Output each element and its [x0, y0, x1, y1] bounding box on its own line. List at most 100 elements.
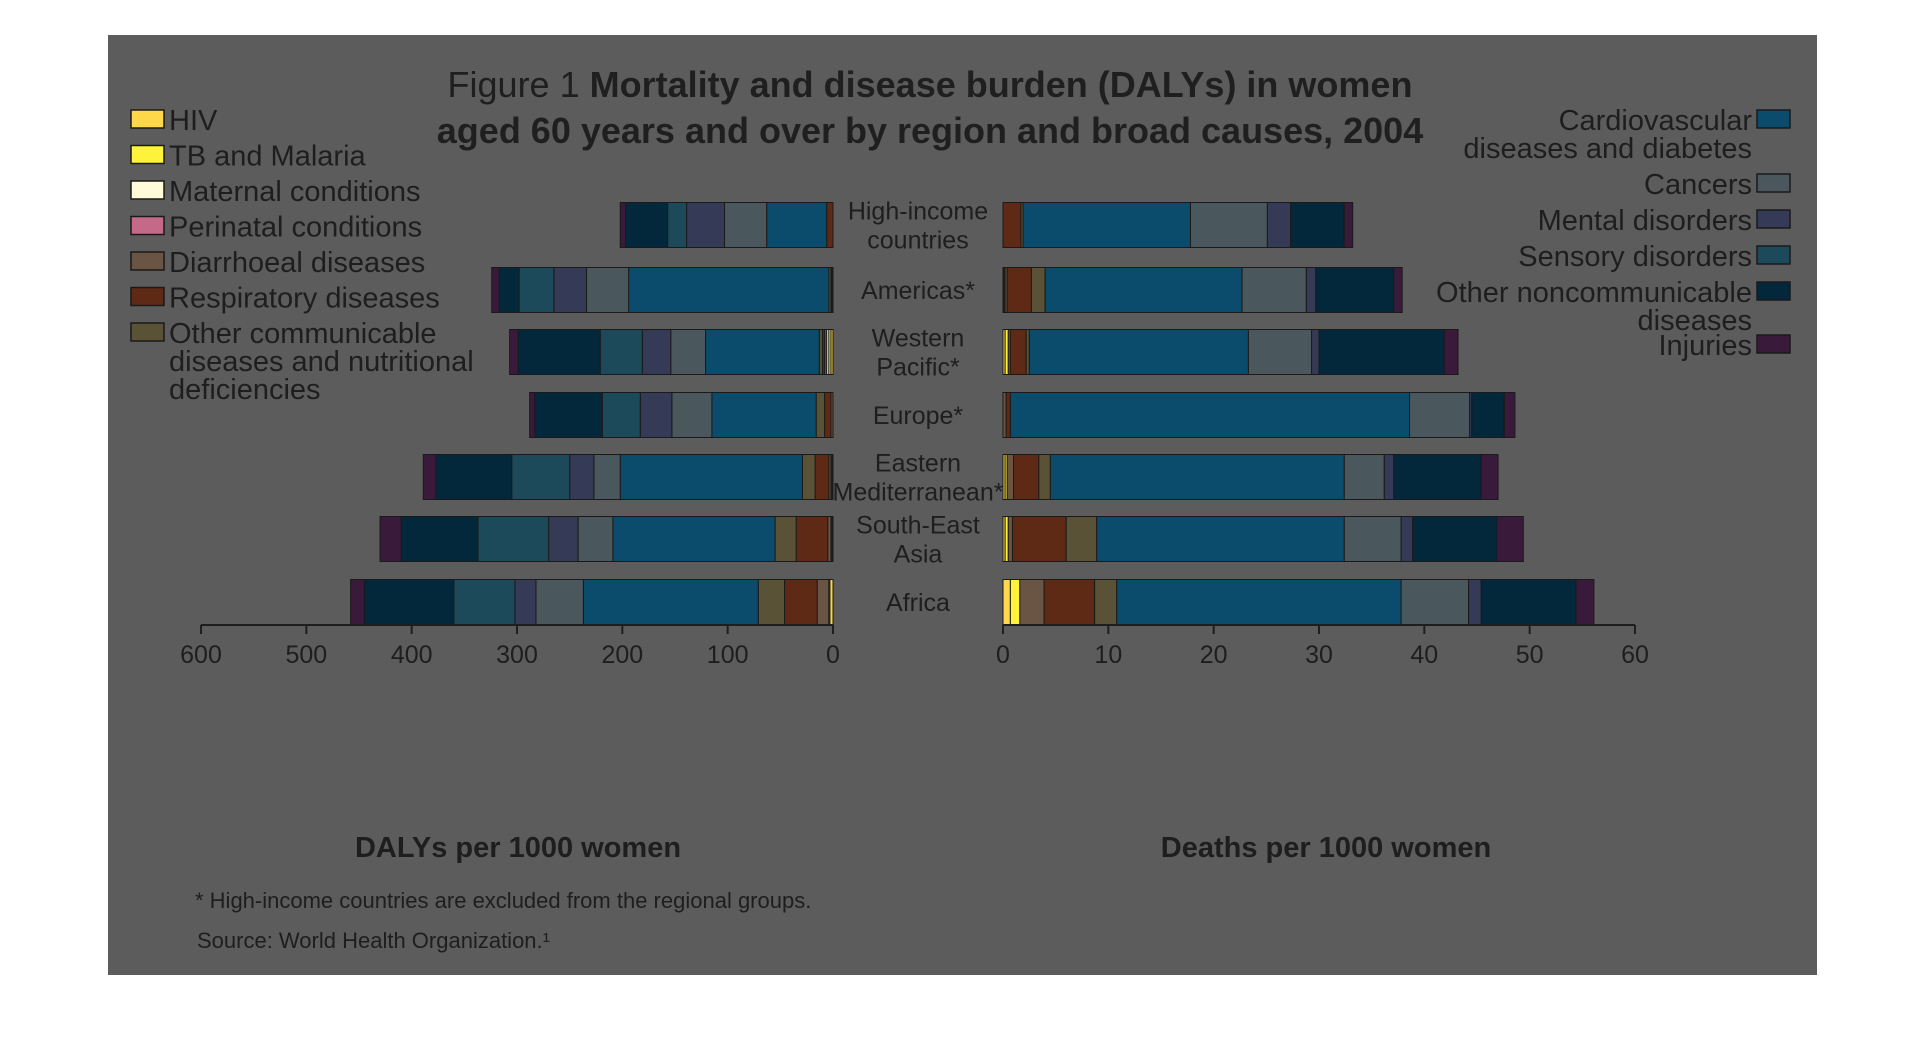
legend-swatch-othercomm [130, 322, 165, 342]
deaths-axis: 0 10 20 30 40 50 60 [996, 624, 1649, 669]
bar-segment-diarrhoeal-diseases [1007, 516, 1013, 562]
dalys-bar-high-income-countries [619, 202, 834, 248]
bar-segment-cancers [1400, 579, 1470, 625]
deaths-bar-south-east-asia [1002, 516, 1524, 562]
bar-segment-injuries [1443, 329, 1459, 375]
region-label-south-east-asia: Asia [894, 541, 943, 569]
deaths-bar-eastern-mediterranean [1002, 454, 1499, 500]
bar-segment-sensory-disorders [477, 516, 550, 562]
legend-label-tb: TB and Malaria [169, 141, 367, 173]
bar-segment-sensory-disorders [518, 267, 555, 313]
legend-label-maternal: Maternal conditions [169, 176, 420, 208]
dalys-tick-label: 200 [601, 641, 643, 669]
bar-segment-injuries [491, 267, 500, 313]
bar-segment-cardiovascular-diseases-and-diabetes [766, 202, 828, 248]
bar-segment-mental-disorders [641, 329, 672, 375]
legend-label-perinatal: Perinatal conditions [169, 212, 422, 244]
legend-swatch-perinatal [130, 215, 165, 236]
bar-segment-cancers [724, 202, 768, 248]
bar-segment-cardiovascular-diseases-and-diabetes [1022, 202, 1191, 248]
bar-segment-cancers [1241, 267, 1307, 313]
bar-segment-respiratory-diseases [1043, 579, 1096, 625]
bar-segment-injuries [1503, 392, 1516, 438]
legend-label-hiv: HIV [169, 105, 218, 137]
footnote: * High-income countries are excluded fro… [195, 888, 811, 913]
region-label-south-east-asia: South-East [856, 512, 980, 540]
dalys-bar-americas [491, 267, 834, 313]
bar-segment-mental-disorders [553, 267, 588, 313]
title: Figure 1 Mortality and disease burden (D… [437, 64, 1423, 151]
legend-label-cancers: Cancers [1644, 169, 1752, 201]
dalys-bar-africa [350, 579, 834, 625]
legend-label-sensory: Sensory disorders [1518, 241, 1752, 273]
bar-segment-mental-disorders [569, 454, 595, 500]
bar-segment-mental-disorders [548, 516, 579, 562]
legend-item-mental: Mental disorders [1538, 205, 1791, 237]
bar-segment-injuries [422, 454, 437, 500]
dalys-bar-western-pacific [509, 329, 834, 375]
bar-segment-mental-disorders [514, 579, 537, 625]
bar-segment-cancers [586, 267, 630, 313]
legend-item-perinatal: Perinatal conditions [130, 212, 422, 244]
bar-segment-cardiovascular-diseases-and-diabetes [612, 516, 776, 562]
figure-svg: Figure 1 Mortality and disease burden (D… [130, 64, 1791, 953]
deaths-tick-label: 60 [1621, 641, 1649, 669]
dalys-chart [350, 202, 834, 625]
bar-segment-cardiovascular-diseases-and-diabetes [1116, 579, 1402, 625]
bar-segment-other-communicable [774, 516, 797, 562]
bar-segment-respiratory-diseases [784, 579, 818, 625]
legend-swatch-sensory [1756, 245, 1791, 265]
bar-segment-other-noncommunicable-diseases [1315, 267, 1395, 313]
deaths-tick-label: 0 [996, 641, 1010, 669]
bar-segment-other-noncommunicable-diseases [435, 454, 513, 500]
bar-segment-mental-disorders [1468, 579, 1482, 625]
bar-segment-other-communicable [1065, 516, 1098, 562]
bar-segment-mental-disorders [686, 202, 726, 248]
bar-segment-cancers [1343, 516, 1402, 562]
dalys-bar-europe [529, 392, 834, 438]
legend-swatch-hiv [130, 109, 165, 129]
legend-swatch-mental [1756, 209, 1791, 229]
legend-item-sensory: Sensory disorders [1518, 241, 1791, 273]
bar-segment-other-noncommunicable-diseases [363, 579, 455, 625]
bar-segment-cardiovascular-diseases-and-diabetes [619, 454, 803, 500]
region-label-western-pacific: Pacific* [876, 354, 960, 382]
bar-segment-injuries [379, 516, 402, 562]
bar-segment-diarrhoeal-diseases [1019, 579, 1045, 625]
bar-segment-respiratory-diseases [795, 516, 829, 562]
bar-segment-injuries [1343, 202, 1354, 248]
dalys-bar-south-east-asia [379, 516, 834, 562]
bar-segment-cardiovascular-diseases-and-diabetes [1028, 329, 1249, 375]
title-bold-line1: Mortality and disease burden (DALYs) in … [590, 64, 1413, 105]
bar-segment-diarrhoeal-diseases [816, 579, 830, 625]
legend-label-injuries: Injuries [1659, 330, 1753, 362]
legend-swatch-diarrhoeal [130, 251, 165, 271]
legend-label-othercomm: Other communicable [169, 318, 437, 350]
bar-segment-cardiovascular-diseases-and-diabetes [1096, 516, 1345, 562]
bar-segment-cancers [577, 516, 614, 562]
legend-label-otherncd: Other noncommunicable [1436, 277, 1752, 309]
deaths-bar-africa [1002, 579, 1595, 625]
bar-segment-cancers [1409, 392, 1471, 438]
bar-segment-sensory-disorders [601, 392, 641, 438]
bar-segment-cancers [1189, 202, 1268, 248]
bar-segment-cardiovascular-diseases-and-diabetes [628, 267, 830, 313]
bar-segment-other-noncommunicable-diseases [498, 267, 520, 313]
legend-item-injuries: Injuries [1659, 330, 1791, 362]
legend-label-mental: Mental disorders [1538, 205, 1752, 237]
deaths-axis-title: Deaths per 1000 women [1161, 832, 1491, 864]
dalys-axis-title: DALYs per 1000 women [355, 832, 681, 864]
bar-segment-cardiovascular-diseases-and-diabetes [1009, 392, 1411, 438]
deaths-tick-label: 10 [1094, 641, 1122, 669]
region-label-high-income-countries: countries [867, 227, 968, 255]
bar-segment-cardiovascular-diseases-and-diabetes [1049, 454, 1345, 500]
bar-segment-other-noncommunicable-diseases [1412, 516, 1498, 562]
bar-segment-cancers [593, 454, 621, 500]
bar-segment-respiratory-diseases [1011, 516, 1067, 562]
deaths-tick-label: 40 [1410, 641, 1438, 669]
deaths-tick-label: 30 [1305, 641, 1333, 669]
